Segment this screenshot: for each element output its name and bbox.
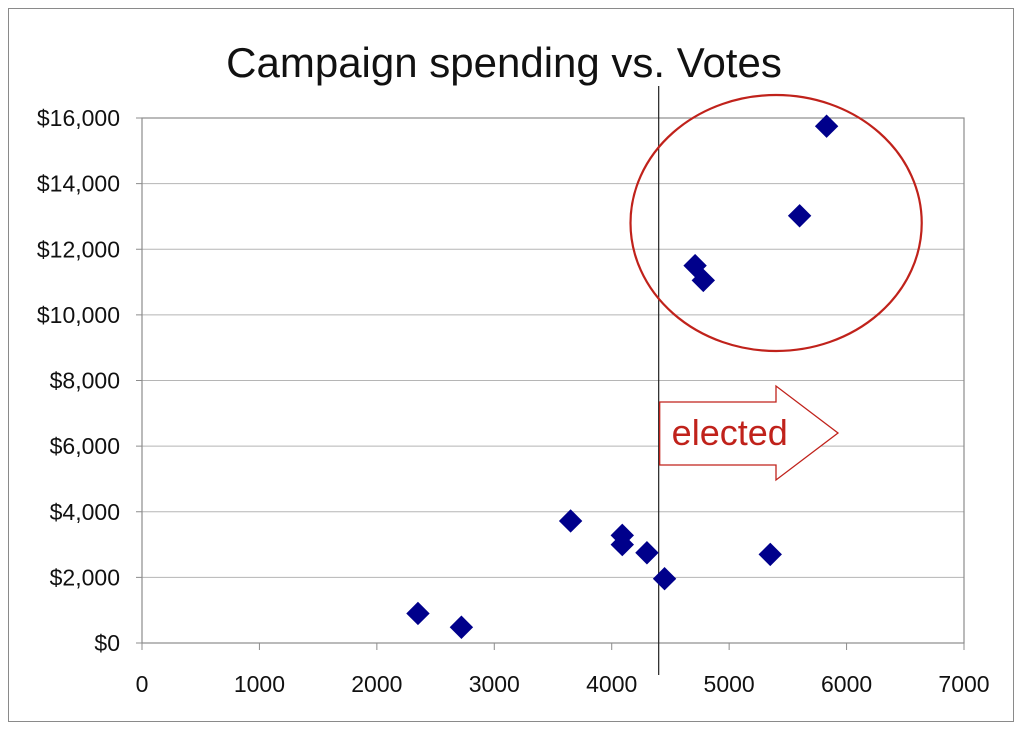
- x-tick-label: 1000: [234, 671, 285, 697]
- y-tick-label: $8,000: [50, 368, 120, 394]
- x-tick-label: 6000: [821, 671, 872, 697]
- data-point-diamond: [814, 114, 839, 138]
- data-point-diamond: [406, 601, 430, 626]
- data-point-diamond: [758, 542, 782, 567]
- elected-group-ellipse: [629, 93, 923, 353]
- y-tick-label: $10,000: [37, 302, 120, 328]
- y-axis: $0 $2,000 $4,000 $6,000 $8,000 $10,000 $12,000…: [37, 105, 142, 656]
- y-tick-label: $2,000: [50, 564, 120, 590]
- x-tick-label: 2000: [351, 671, 402, 697]
- y-tick-label: $12,000: [37, 236, 120, 262]
- data-point-diamond: [652, 566, 677, 591]
- chart-frame: Campaign spending vs. Votes: [8, 8, 1014, 722]
- gridlines: [142, 183, 964, 578]
- y-tick-label: $14,000: [37, 171, 120, 197]
- data-point-diamond: [635, 541, 659, 565]
- data-point-diamond: [449, 615, 474, 639]
- elected-label: elected: [672, 412, 788, 453]
- x-tick-label: 4000: [586, 671, 637, 697]
- y-tick-label: $6,000: [50, 433, 120, 459]
- x-tick-label: 0: [136, 671, 149, 697]
- x-tick-label: 7000: [938, 671, 989, 697]
- x-tick-label: 5000: [704, 671, 755, 697]
- data-point-diamond: [683, 253, 707, 278]
- x-axis: 0 1000 2000 3000 4000 5000 6000 7000: [136, 643, 990, 697]
- x-tick-label: 3000: [469, 671, 520, 697]
- y-tick-label: $16,000: [37, 105, 120, 131]
- data-points: [406, 114, 839, 639]
- chart-title: Campaign spending vs. Votes: [226, 39, 782, 86]
- data-point-diamond: [691, 268, 716, 293]
- y-tick-label: $0: [94, 630, 120, 656]
- elected-arrow: [659, 384, 840, 482]
- data-point-diamond: [787, 204, 812, 228]
- y-tick-label: $4,000: [50, 499, 120, 525]
- data-point-diamond: [610, 532, 634, 557]
- data-point-diamond: [558, 509, 583, 533]
